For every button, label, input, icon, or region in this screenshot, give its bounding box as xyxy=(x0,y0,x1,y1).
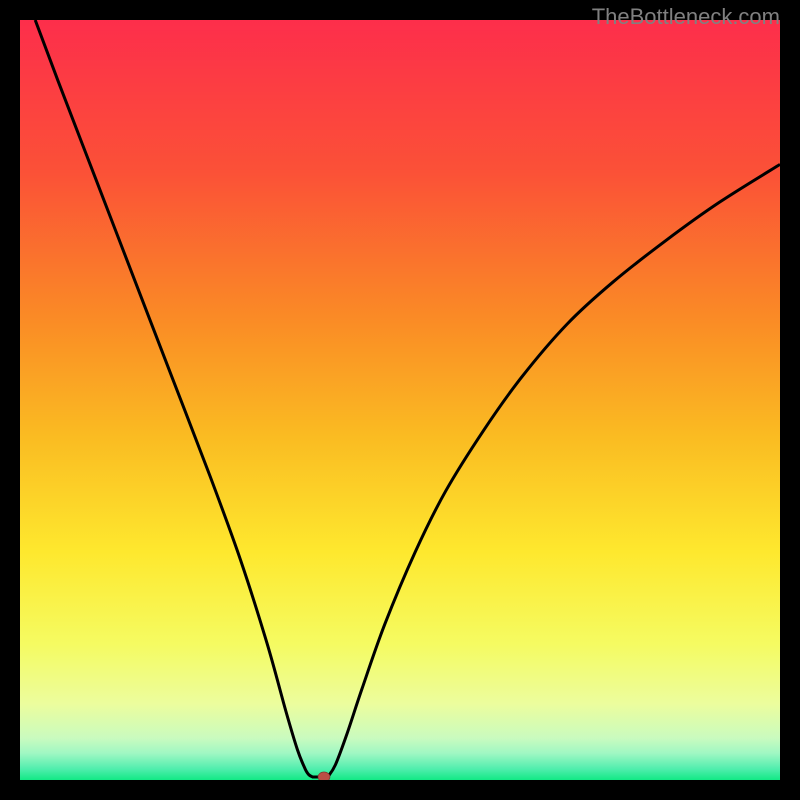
bottleneck-curve xyxy=(20,20,780,780)
chart-container: TheBottleneck.com xyxy=(0,0,800,800)
optimal-point-marker xyxy=(318,772,330,780)
plot-area xyxy=(20,20,780,780)
watermark-text: TheBottleneck.com xyxy=(592,4,780,30)
curve-path xyxy=(35,20,780,777)
